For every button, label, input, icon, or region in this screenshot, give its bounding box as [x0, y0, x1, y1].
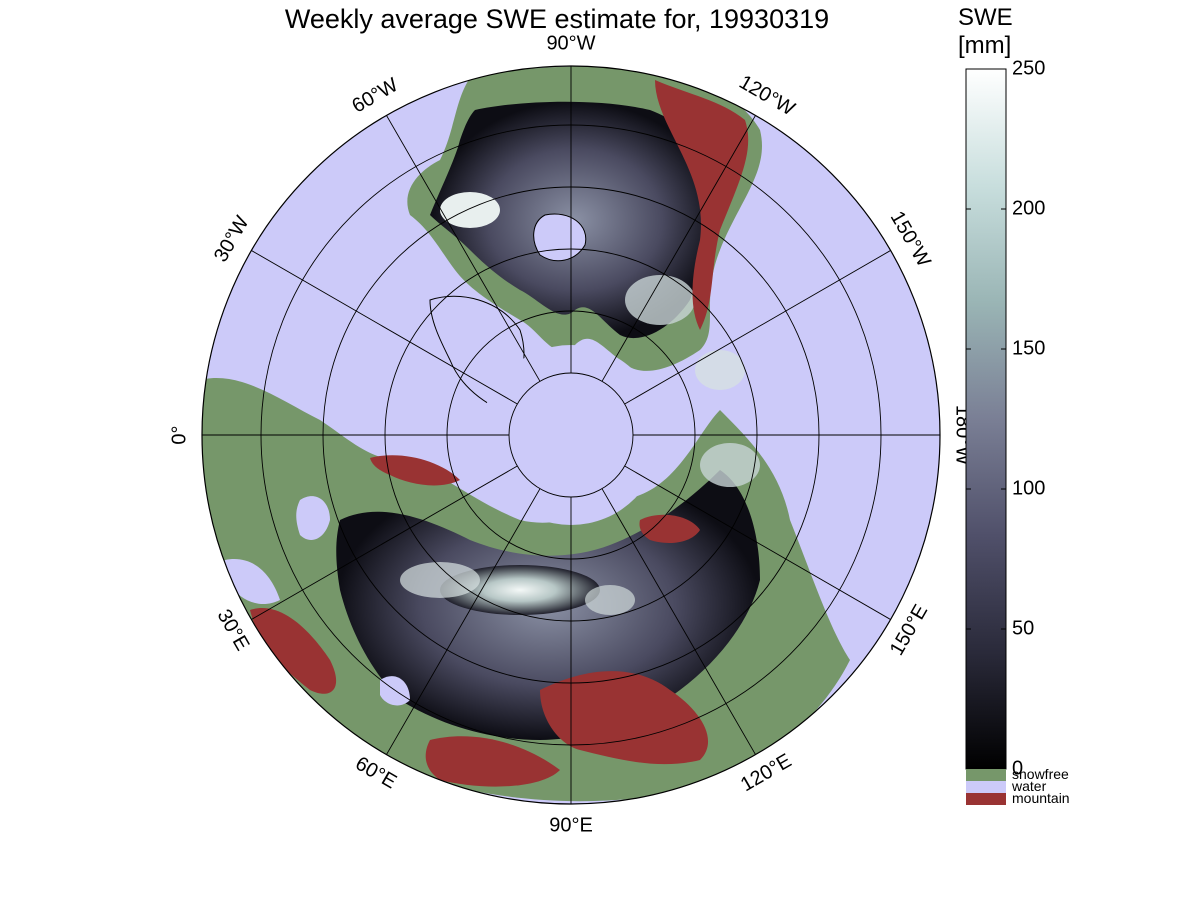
colorbar-title-line2: [mm]: [958, 32, 1012, 59]
meridian-line: [251, 465, 518, 620]
legend-swatch-snowfree: [966, 769, 1006, 781]
colorbar-tick-label: 200: [1012, 197, 1045, 219]
mountains-asia: [540, 671, 709, 765]
meridians: [202, 66, 940, 804]
meridian-line: [386, 488, 541, 755]
legend-swatch-water: [966, 781, 1006, 793]
mountains-africa: [425, 736, 560, 787]
colorbar-tick-label: 100: [1012, 477, 1045, 499]
snow-bright-patch: [625, 275, 695, 325]
meridian-line: [624, 465, 891, 620]
mountains-rockies: [655, 80, 749, 330]
longitude-label: 90°E: [549, 814, 593, 836]
land-layer: [202, 66, 850, 802]
colorbar-tick-label: 50: [1012, 617, 1034, 639]
map-boundary: [201, 65, 941, 805]
colorbar-ticks: 0 50 100 150 200 250: [966, 57, 1045, 779]
colorbar-tick-label: 250: [1012, 57, 1045, 79]
graticule: [201, 65, 941, 805]
snow-siberia-bright: [440, 565, 600, 615]
mountains-europe: [250, 608, 337, 694]
longitude-label: 90°W: [546, 32, 595, 54]
meridian-line: [624, 250, 891, 405]
meridian-line: [251, 250, 518, 405]
snow-siberia-bright: [400, 562, 480, 598]
legend-swatch-mountain: [966, 793, 1006, 805]
legend-label-mountain: mountain: [1012, 790, 1070, 806]
snow-siberia-bright: [700, 443, 760, 487]
baltic-sea: [296, 496, 330, 540]
meridian-line: [601, 488, 756, 755]
mountains-scandinavia: [370, 455, 460, 486]
colorbar-gradient: [965, 68, 1007, 770]
snow-siberia-bright: [585, 585, 635, 615]
meridian-line: [601, 115, 756, 382]
snow-bright-patch: [440, 192, 500, 228]
arctic-ocean: [481, 345, 661, 525]
legend-label-water: water: [1011, 778, 1047, 794]
legend-label-snowfree: snowfree: [1012, 766, 1069, 782]
longitude-label: 0°: [168, 425, 190, 444]
colorbar-tick-label: 150: [1012, 337, 1045, 359]
caspian-sea: [380, 676, 410, 706]
colorbar-title-line1: SWE: [958, 4, 1013, 31]
meridian-line: [386, 115, 541, 382]
snow-bright-patch: [695, 350, 745, 390]
colorbar-title: SWE [mm]: [958, 4, 1013, 60]
colorbar-tick-label: 0: [1012, 757, 1023, 779]
mountains-east-siberia: [639, 514, 700, 543]
map-title: Weekly average SWE estimate for, 1993031…: [284, 4, 830, 34]
map-disk: 90°W120°W150°W180°W150°E120°E90°E60°E30°…: [168, 32, 973, 836]
